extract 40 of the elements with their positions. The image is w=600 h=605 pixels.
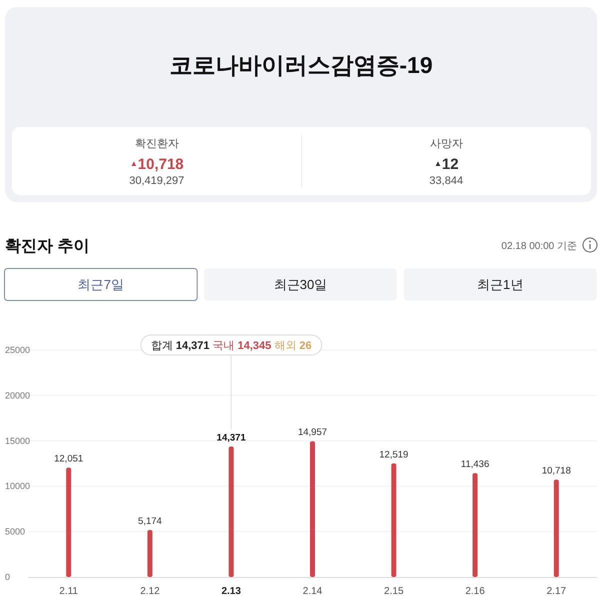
x-tick-label: 2.17 [546,586,567,597]
text: 최근7일 [78,277,124,292]
bar [147,530,152,577]
chart-title: 확진자 추이 [5,238,90,255]
data-label: 12,519 [379,449,408,460]
chart-subtitle: 02.18 00:00 기준 [501,241,577,252]
data-label: 11,436 [460,459,490,470]
text: $^{▲}$12 [434,156,459,173]
y-tick-label: 0 [5,572,10,582]
data-label: 14,371 [216,432,246,444]
text: 33,844 [429,175,464,187]
data-label: 12,051 [54,454,84,465]
text: 코로나바이러스감염증-19 [169,52,433,78]
x-tick-label: 2.11 [59,586,78,597]
text: 최근30일 [274,277,328,292]
text: 최근1년 [477,277,524,292]
bar [228,446,234,577]
data-label: 14,957 [298,427,328,438]
y-tick-label: 10000 [5,481,30,492]
annotation: 합계 14,371 국내 14,345 해외 26 [150,340,312,352]
bar [472,473,478,577]
text: 사망자 [430,138,463,150]
text: 확진환자 [134,138,179,150]
x-tick-label: 2.13 [221,586,242,597]
data-label: 5,174 [138,516,162,528]
x-tick-label: 2.16 [465,586,486,597]
bar [554,480,559,577]
y-tick-label: 25000 [5,345,30,355]
text: $^{▲}$10,718 [130,156,184,173]
x-tick-label: 2.15 [384,586,404,597]
x-tick-label: 2.14 [302,586,323,597]
data-label: 10,718 [542,466,571,477]
bar [310,441,315,577]
y-tick-label: 15000 [5,436,30,446]
x-tick-label: 2.12 [140,586,160,597]
text: 30,419,297 [129,175,184,187]
y-tick-label: 20000 [5,390,30,400]
y-tick-label: 5000 [5,526,26,537]
bar [391,463,396,577]
bar [66,468,72,577]
